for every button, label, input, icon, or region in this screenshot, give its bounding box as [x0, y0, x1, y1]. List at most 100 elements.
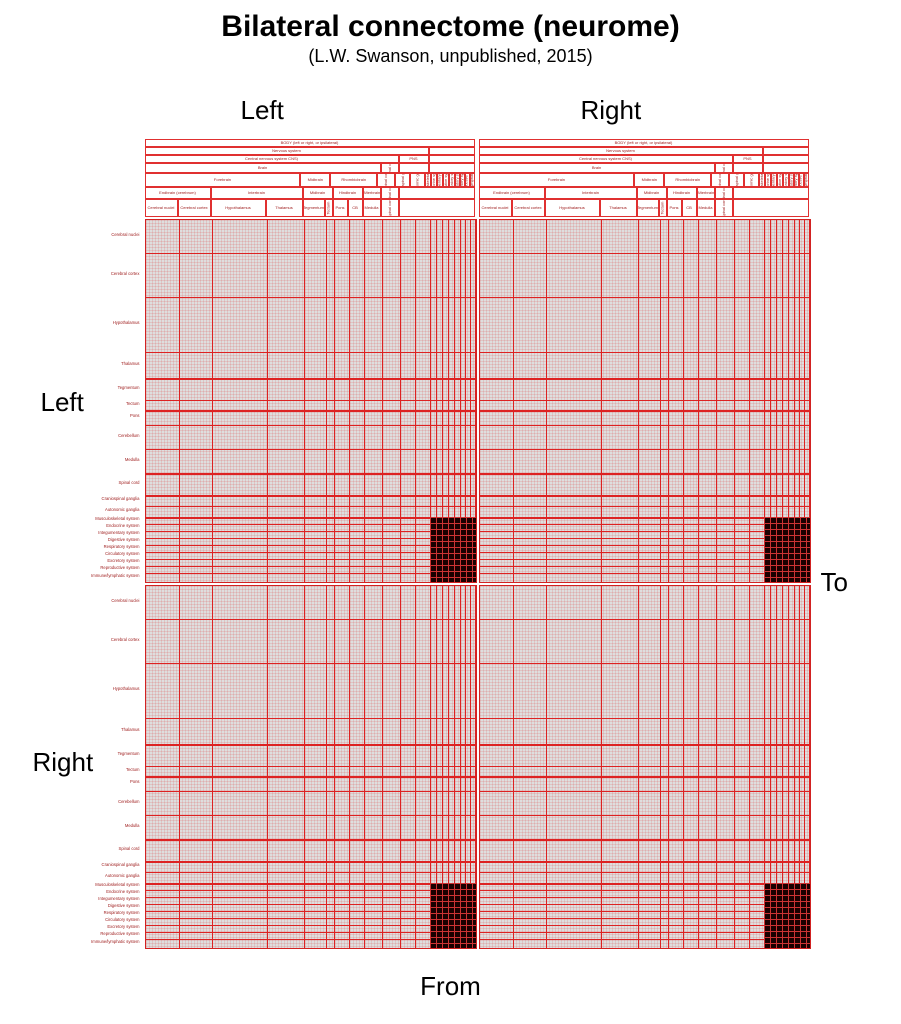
row-label: Cerebral nuclei: [21, 219, 143, 252]
col-header-cell: Central nervous system CNS): [479, 155, 733, 163]
col-header-cell: Spinal cord: [381, 199, 399, 217]
row-label: Cerebellum: [21, 424, 143, 448]
col-header-cell: [733, 199, 809, 217]
col-header-cell: [763, 163, 809, 173]
col-header-cell: Cerebral nuclei: [479, 199, 512, 217]
col-header-cell: Hindbrain: [333, 187, 363, 199]
col-header-cell: Pons: [667, 199, 682, 217]
col-header-cell: Craniospinal ganglia: [729, 173, 744, 187]
col-header-cell: PNS: [399, 155, 429, 163]
col-header-cell: Brain: [479, 163, 715, 173]
matrix-zone: Left Right Left Right To BODY (left or r…: [21, 87, 881, 967]
row-label: Immune/lymphatic system: [21, 572, 143, 581]
col-header-cell: [763, 147, 809, 155]
row-label: Tegmentum: [21, 743, 143, 765]
col-header-cell: Spinal cord: [381, 187, 399, 199]
axis-from: From: [0, 971, 901, 1002]
matrix-quadrant: [479, 585, 811, 949]
col-header-cell: Interbrain: [545, 187, 637, 199]
row-label: Thalamus: [21, 717, 143, 743]
col-header-cell: Hypothalamus: [545, 199, 600, 217]
col-header-cell: PNS: [733, 155, 763, 163]
col-header-cell: Thalamus: [600, 199, 637, 217]
col-header-cell: Spinal cord: [715, 187, 733, 199]
row-label: Circulatory system: [21, 551, 143, 558]
col-header-cell: [763, 155, 809, 163]
col-header-cell: Spinal cord: [377, 173, 395, 187]
col-header-cell: Pons: [333, 199, 348, 217]
row-label: Cerebral nuclei: [21, 585, 143, 618]
row-label: Circulatory system: [21, 917, 143, 924]
row-label: Spinal cord: [21, 838, 143, 860]
row-label: Endocrine system: [21, 889, 143, 896]
dark-block: [430, 883, 476, 948]
col-header-cell: Afterbrain: [363, 187, 381, 199]
row-label: Craniospinal ganglia: [21, 860, 143, 871]
page-subtitle: (L.W. Swanson, unpublished, 2015): [0, 46, 901, 67]
col-header-cell: [733, 187, 809, 199]
row-label: Tectum: [21, 765, 143, 775]
row-label: Tegmentum: [21, 377, 143, 399]
col-header-cell: Forebrain: [145, 173, 301, 187]
col-header-cell: Midbrain: [637, 187, 667, 199]
col-header-cell: Cerebral cortex: [178, 199, 211, 217]
row-label: Immune/lymphatic system: [21, 938, 143, 947]
col-header-cell: Tectum: [659, 199, 667, 217]
col-header-cell: Medulla: [363, 199, 381, 217]
row-label: Endocrine system: [21, 523, 143, 530]
col-header-cell: Endbrain (cerebrum): [479, 187, 545, 199]
col-header-cell: Endbrain (cerebrum): [145, 187, 211, 199]
col-header-cell: Tectum: [325, 199, 333, 217]
col-header-cell: Hypothalamus: [211, 199, 266, 217]
row-label: Autonomic ganglia: [21, 505, 143, 516]
col-header-cell: Immune/lymphatic system: [470, 173, 475, 187]
row-label: Reproductive system: [21, 931, 143, 938]
row-label: Autonomic ganglia: [21, 871, 143, 882]
col-header-cell: Midbrain: [303, 187, 333, 199]
row-label: Integumentary system: [21, 896, 143, 903]
col-header-cell: Afterbrain: [697, 187, 715, 199]
row-label: Musculoskeletal system: [21, 882, 143, 889]
col-header-cell: CB: [682, 199, 697, 217]
page: Bilateral connectome (neurome) (L.W. Swa…: [0, 0, 901, 1022]
col-header-cell: Medulla: [697, 199, 715, 217]
col-header-cell: Interbrain: [211, 187, 303, 199]
row-label: Hypothalamus: [21, 296, 143, 351]
row-label: Reproductive system: [21, 565, 143, 572]
col-header-cell: [429, 163, 475, 173]
col-header-cell: Nervous system: [479, 147, 763, 155]
row-label: Medulla: [21, 814, 143, 838]
col-header-cell: [399, 163, 429, 173]
col-header-cell: [399, 187, 475, 199]
row-label: Excretory system: [21, 558, 143, 565]
col-header-cell: Forebrain: [479, 173, 635, 187]
col-header-cell: [429, 155, 475, 163]
col-header-cell: Cerebral nuclei: [145, 199, 178, 217]
col-header-cell: Nervous system: [145, 147, 429, 155]
row-label: Musculoskeletal system: [21, 516, 143, 523]
col-header-cell: CB: [348, 199, 363, 217]
col-group-right: Right: [581, 95, 642, 126]
row-label: Excretory system: [21, 924, 143, 931]
row-label: Pons: [21, 775, 143, 790]
col-header-cell: Hindbrain: [667, 187, 697, 199]
col-header-cell: Spinal cord: [381, 163, 399, 173]
col-header-cell: [733, 163, 763, 173]
col-header-cell: Rhombicbrain: [330, 173, 377, 187]
col-header-cell: Thalamus: [266, 199, 303, 217]
col-header-cell: Spinal cord: [715, 199, 733, 217]
col-header-cell: Immune/lymphatic system: [804, 173, 809, 187]
row-label: Hypothalamus: [21, 662, 143, 717]
col-header-cell: BODY (left or right, or ipsilateral): [479, 139, 809, 147]
matrix-quadrant: [145, 585, 477, 949]
row-labels: Cerebral nucleiCerebral cortexHypothalam…: [21, 585, 143, 947]
row-label: Craniospinal ganglia: [21, 494, 143, 505]
matrix-quadrant: [479, 219, 811, 583]
row-label: Cerebral cortex: [21, 252, 143, 296]
col-header-cell: Craniospinal ganglia: [395, 173, 410, 187]
row-label: Thalamus: [21, 351, 143, 377]
col-header-cell: Central nervous system CNS): [145, 155, 399, 163]
col-header-cell: Autonomic ganglia: [744, 173, 759, 187]
row-label: Pons: [21, 409, 143, 424]
col-header-cell: [429, 147, 475, 155]
